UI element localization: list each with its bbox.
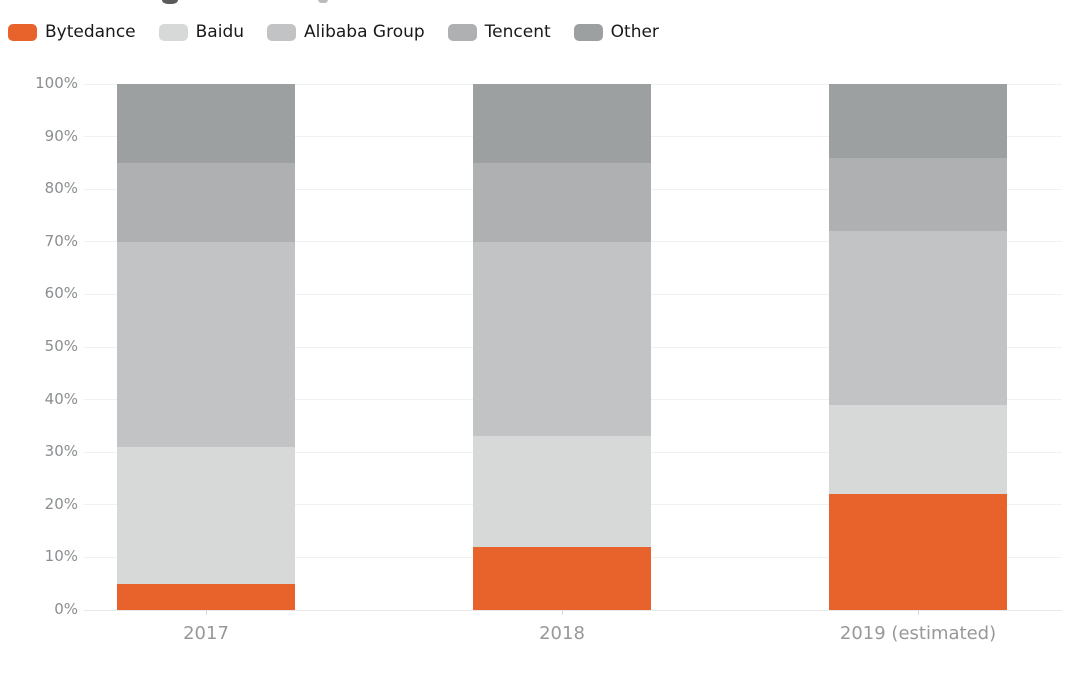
legend-item-tencent: Tencent	[447, 21, 551, 42]
segment-bytedance-2017	[117, 583, 295, 610]
y-axis-tick-label: 30%	[44, 442, 78, 461]
legend-swatch-icon	[447, 23, 477, 41]
legend-swatch-icon	[267, 23, 297, 41]
gridline-100%	[84, 83, 1062, 85]
legend-swatch-icon	[573, 23, 603, 41]
y-axis-tick-label: 50%	[44, 337, 78, 355]
plot-area: 0% 10% 20% 30% 40% 50% 60% 70% 80% 90% 100% 2017 201…	[35, 76, 1062, 644]
gridline-0%	[84, 609, 1062, 611]
legend-swatch-icon	[158, 23, 188, 41]
y-axis-tick-label: 0%	[54, 600, 78, 618]
segment-alibaba-group-2018	[473, 241, 651, 437]
legend-swatch-icon	[8, 23, 37, 41]
bar-2018	[473, 84, 651, 610]
cropped-title-remnant	[162, 0, 178, 4]
segment-other-2019 (estimated)	[829, 84, 1007, 158]
x-axis-label-2019 (estimated): 2019 (estimated)	[839, 623, 997, 644]
segment-bytedance-2018	[473, 546, 651, 610]
segment-other-2018	[473, 84, 651, 163]
segment-baidu-2017	[117, 446, 295, 584]
y-axis-tick-label: 80%	[44, 179, 78, 198]
bar-2019 (estimated)	[829, 84, 1007, 610]
segment-bytedance-2019 (estimated)	[829, 494, 1007, 610]
y-axis-tick-label: 100%	[35, 74, 78, 92]
x-axis-tick	[562, 610, 563, 615]
legend: Bytedance Baidu Alibaba Group Tencent Other	[8, 21, 659, 43]
segment-alibaba-group-2017	[117, 241, 295, 447]
y-axis-tick-label: 10%	[44, 547, 78, 566]
segment-baidu-2019 (estimated)	[829, 404, 1007, 495]
segment-other-2017	[117, 84, 295, 163]
legend-item-alibaba-group: Alibaba Group	[267, 21, 425, 42]
bar-2017	[117, 84, 295, 610]
segment-tencent-2018	[473, 162, 651, 242]
segment-tencent-2017	[117, 162, 295, 242]
cropped-title-remnant	[318, 0, 328, 3]
legend-item-other: Other	[573, 21, 659, 42]
segment-baidu-2018	[473, 436, 651, 547]
legend-label: Other	[610, 21, 659, 42]
x-axis-tick	[918, 610, 919, 615]
x-axis-label-2018: 2018	[539, 623, 585, 644]
legend-item-bytedance: Bytedance	[8, 21, 136, 42]
y-axis-tick-label: 60%	[44, 284, 78, 303]
y-axis-tick-label: 40%	[44, 389, 78, 408]
y-axis-tick-label: 20%	[44, 494, 78, 513]
legend-label: Alibaba Group	[304, 21, 425, 42]
y-axis-tick-label: 90%	[44, 126, 78, 145]
legend-label: Baidu	[195, 21, 245, 42]
legend-label: Tencent	[484, 21, 551, 42]
segment-tencent-2019 (estimated)	[829, 157, 1007, 232]
x-axis-label-2017: 2017	[183, 623, 229, 644]
segment-alibaba-group-2019 (estimated)	[829, 231, 1007, 405]
y-axis-tick-label: 70%	[44, 231, 78, 250]
legend-label: Bytedance	[45, 21, 136, 42]
legend-item-baidu: Baidu	[158, 21, 245, 42]
x-axis-tick	[206, 610, 207, 615]
